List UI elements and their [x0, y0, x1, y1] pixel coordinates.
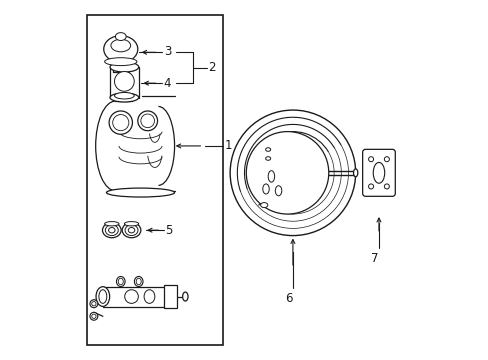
Ellipse shape	[141, 114, 154, 128]
Ellipse shape	[114, 72, 134, 91]
Ellipse shape	[103, 36, 138, 63]
Ellipse shape	[144, 290, 155, 303]
Ellipse shape	[122, 223, 141, 238]
Ellipse shape	[182, 292, 187, 301]
Text: 7: 7	[370, 252, 377, 265]
Ellipse shape	[128, 228, 135, 233]
Ellipse shape	[124, 222, 139, 226]
Ellipse shape	[106, 188, 174, 197]
Ellipse shape	[260, 203, 267, 208]
Ellipse shape	[124, 290, 138, 303]
Ellipse shape	[108, 228, 115, 233]
Ellipse shape	[102, 223, 121, 238]
Ellipse shape	[265, 157, 270, 160]
Circle shape	[230, 110, 355, 235]
Ellipse shape	[118, 278, 123, 285]
Ellipse shape	[105, 225, 118, 235]
Ellipse shape	[109, 111, 132, 134]
Ellipse shape	[99, 290, 106, 303]
Circle shape	[384, 184, 388, 189]
Ellipse shape	[96, 287, 109, 306]
Ellipse shape	[104, 222, 119, 226]
Text: 5: 5	[165, 224, 173, 237]
Ellipse shape	[114, 93, 134, 99]
Ellipse shape	[116, 276, 125, 287]
Ellipse shape	[125, 225, 138, 235]
Text: 6: 6	[285, 292, 292, 305]
Circle shape	[384, 157, 388, 162]
Text: 2: 2	[207, 61, 215, 74]
Bar	[163, 285, 177, 308]
FancyBboxPatch shape	[362, 149, 394, 196]
Circle shape	[246, 132, 328, 214]
Ellipse shape	[104, 58, 137, 66]
Ellipse shape	[138, 111, 157, 131]
Ellipse shape	[90, 300, 98, 308]
Circle shape	[368, 157, 373, 162]
Ellipse shape	[353, 169, 357, 177]
Circle shape	[368, 184, 373, 189]
Text: 3: 3	[163, 45, 171, 58]
Ellipse shape	[372, 162, 384, 183]
Ellipse shape	[136, 278, 141, 285]
Bar	[86, 15, 223, 345]
Ellipse shape	[111, 39, 130, 52]
Ellipse shape	[262, 184, 269, 194]
Text: 4: 4	[163, 77, 171, 90]
Ellipse shape	[92, 302, 96, 306]
Text: 1: 1	[224, 139, 232, 152]
Ellipse shape	[90, 312, 98, 320]
Ellipse shape	[92, 314, 96, 319]
Ellipse shape	[112, 114, 128, 131]
Ellipse shape	[267, 171, 274, 182]
Ellipse shape	[275, 186, 281, 196]
Ellipse shape	[115, 33, 126, 41]
Ellipse shape	[110, 93, 139, 102]
Ellipse shape	[134, 276, 142, 287]
Ellipse shape	[265, 148, 270, 151]
Ellipse shape	[110, 62, 139, 72]
